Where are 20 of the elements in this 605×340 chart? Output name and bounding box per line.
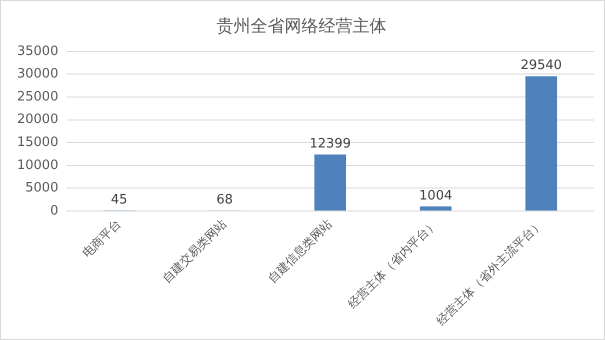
y-tick-label: 5000 <box>25 180 58 196</box>
y-tick-label: 10000 <box>16 158 58 173</box>
y-tick-label: 15000 <box>16 134 58 150</box>
y-tick-label: 30000 <box>16 66 58 82</box>
y-tick-label: 25000 <box>16 89 58 104</box>
bar <box>420 206 452 210</box>
y-tick-label: 0 <box>50 203 58 218</box>
y-tick-label: 20000 <box>16 112 58 128</box>
data-label: 1004 <box>419 188 452 204</box>
data-label: 68 <box>216 192 233 208</box>
y-tick-label: 35000 <box>16 44 58 59</box>
data-label: 29540 <box>520 58 562 74</box>
data-label: 45 <box>110 192 128 208</box>
x-tick-label: 自建信息类网站 <box>265 216 335 286</box>
x-tick-label: 电商平台 <box>80 216 124 260</box>
x-tick-label: 自建交易类网站 <box>160 216 229 286</box>
chart-title: 贵州全省网络经营主体 <box>216 16 386 37</box>
bar <box>525 76 558 210</box>
data-label: 12399 <box>310 136 351 152</box>
bar <box>314 154 346 210</box>
